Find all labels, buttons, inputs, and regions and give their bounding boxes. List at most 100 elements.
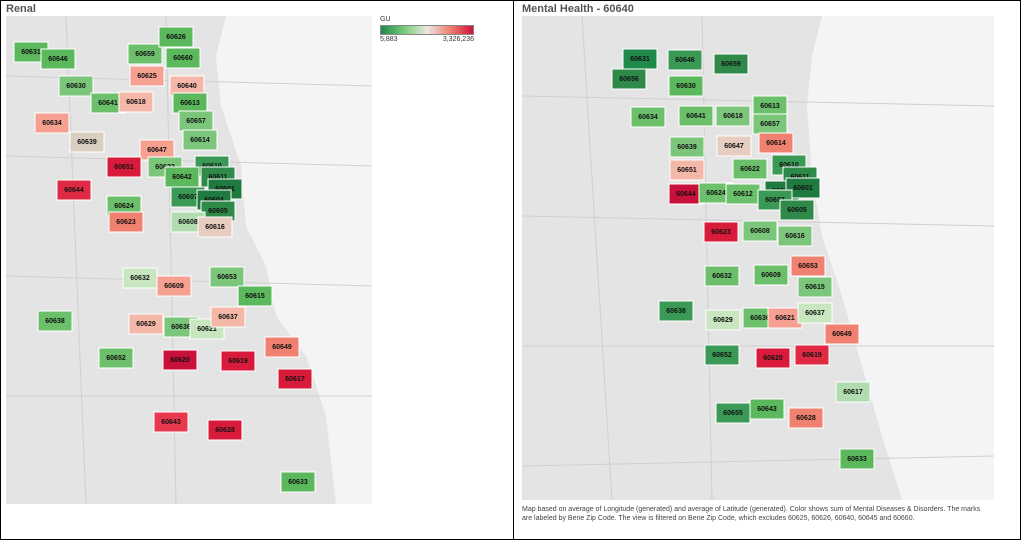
zip-region-60629[interactable]: 60629 [128, 313, 164, 335]
zip-region-60614[interactable]: 60614 [758, 132, 794, 154]
zip-region-60616[interactable]: 60616 [197, 216, 233, 238]
zip-region-60651[interactable]: 60651 [106, 156, 142, 178]
zip-region-60638[interactable]: 60638 [658, 300, 694, 322]
zip-region-60618[interactable]: 60618 [118, 91, 154, 113]
zip-region-60633[interactable]: 60633 [839, 448, 875, 470]
zip-region-60609[interactable]: 60609 [156, 275, 192, 297]
zip-region-60612[interactable]: 60612 [725, 183, 761, 205]
zip-region-60646[interactable]: 60646 [667, 49, 703, 71]
zip-region-60649[interactable]: 60649 [824, 323, 860, 345]
zip-region-60620[interactable]: 60620 [755, 347, 791, 369]
zip-label-60621: 60621 [775, 315, 795, 322]
zip-region-60620[interactable]: 60620 [162, 349, 198, 371]
zip-region-60626[interactable]: 60626 [158, 26, 194, 48]
zip-label-60643: 60643 [757, 406, 777, 413]
zip-region-60657[interactable]: 60657 [178, 110, 214, 132]
zip-region-60608[interactable]: 60608 [742, 220, 778, 242]
zip-region-60646[interactable]: 60646 [40, 48, 76, 70]
zip-label-60617: 60617 [285, 376, 305, 383]
zip-region-60634[interactable]: 60634 [34, 112, 70, 134]
zip-region-60652[interactable]: 60652 [98, 347, 134, 369]
zip-region-60647[interactable]: 60647 [716, 135, 752, 157]
zip-region-60628[interactable]: 60628 [207, 419, 243, 441]
zip-region-60615[interactable]: 60615 [237, 285, 273, 307]
zip-region-60623[interactable]: 60623 [108, 211, 144, 233]
zip-region-60647[interactable]: 60647 [139, 139, 175, 161]
zip-region-60653[interactable]: 60653 [790, 255, 826, 277]
zip-region-60617[interactable]: 60617 [277, 368, 313, 390]
zip-label-60632: 60632 [712, 273, 732, 280]
zip-region-60601[interactable]: 60601 [785, 177, 821, 199]
zip-region-60613[interactable]: 60613 [172, 92, 208, 114]
zip-region-60630[interactable]: 60630 [668, 75, 704, 97]
zip-region-60623[interactable]: 60623 [703, 221, 739, 243]
zip-region-60615[interactable]: 60615 [797, 276, 833, 298]
right-map[interactable]: 60631 60646 60659 60656 60630 60613 60634 60641… [522, 16, 994, 500]
zip-region-60644[interactable]: 60644 [56, 179, 92, 201]
zip-region-60631[interactable]: 60631 [622, 48, 658, 70]
zip-region-60616[interactable]: 60616 [777, 225, 813, 247]
zip-region-60613[interactable]: 60613 [752, 95, 788, 117]
left-map[interactable]: 60631 60646 60659 60626 60660 60630 60625 60640… [6, 16, 372, 504]
zip-region-60619[interactable]: 60619 [794, 344, 830, 366]
zip-fill-60647 [716, 135, 752, 157]
zip-region-60660[interactable]: 60660 [165, 47, 201, 69]
zip-region-60605[interactable]: 60605 [779, 199, 815, 221]
zip-fill-60633 [280, 471, 316, 493]
zip-label-60639: 60639 [677, 144, 697, 151]
zip-fill-60616 [777, 225, 813, 247]
zip-region-60619[interactable]: 60619 [220, 350, 256, 372]
zip-region-60614[interactable]: 60614 [182, 129, 218, 151]
zip-region-60651[interactable]: 60651 [669, 159, 705, 181]
zip-region-60652[interactable]: 60652 [704, 344, 740, 366]
zip-region-60649[interactable]: 60649 [264, 336, 300, 358]
zip-region-60634[interactable]: 60634 [630, 106, 666, 128]
zip-region-60642[interactable]: 60642 [164, 166, 200, 188]
zip-region-60608[interactable]: 60608 [170, 211, 206, 233]
zip-region-60653[interactable]: 60653 [209, 266, 245, 288]
zip-fill-60630 [668, 75, 704, 97]
zip-fill-60652 [98, 347, 134, 369]
zip-region-60632[interactable]: 60632 [122, 267, 158, 289]
zip-region-60621[interactable]: 60621 [767, 307, 803, 329]
zip-label-60634: 60634 [638, 114, 658, 121]
zip-region-60618[interactable]: 60618 [715, 105, 751, 127]
zip-label-60618: 60618 [723, 113, 743, 120]
zip-region-60644[interactable]: 60644 [668, 183, 704, 205]
zip-label-60613: 60613 [760, 103, 780, 110]
zip-region-60622[interactable]: 60622 [732, 158, 768, 180]
zip-region-60643[interactable]: 60643 [153, 411, 189, 433]
zip-label-60607: 60607 [765, 197, 785, 204]
zip-fill-60637 [210, 306, 246, 328]
zip-region-60657[interactable]: 60657 [752, 113, 788, 135]
zip-region-60655[interactable]: 60655 [715, 402, 751, 424]
right-map-canvas: 60631 60646 60659 60656 60630 60613 60634 60641… [522, 16, 994, 500]
zip-region-60639[interactable]: 60639 [669, 136, 705, 158]
zip-label-60601: 60601 [215, 186, 235, 193]
zip-region-60637[interactable]: 60637 [797, 302, 833, 324]
zip-region-60637[interactable]: 60637 [210, 306, 246, 328]
zip-region-60633[interactable]: 60633 [280, 471, 316, 493]
zip-region-60609[interactable]: 60609 [753, 264, 789, 286]
zip-region-60639[interactable]: 60639 [69, 131, 105, 153]
zip-fill-60639 [69, 131, 105, 153]
zip-label-60622: 60622 [740, 166, 760, 173]
zip-region-60656[interactable]: 60656 [611, 68, 647, 90]
zip-region-60641[interactable]: 60641 [678, 105, 714, 127]
zip-label-60615: 60615 [805, 284, 825, 291]
zip-label-60656: 60656 [619, 76, 639, 83]
zip-region-60643[interactable]: 60643 [749, 398, 785, 420]
zip-label-60653: 60653 [217, 274, 237, 281]
zip-fill-60659 [127, 43, 163, 65]
zip-label-60633: 60633 [847, 456, 867, 463]
zip-region-60629[interactable]: 60629 [705, 309, 741, 331]
zip-region-60638[interactable]: 60638 [37, 310, 73, 332]
zip-region-60624[interactable]: 60624 [106, 195, 142, 217]
zip-region-60632[interactable]: 60632 [704, 265, 740, 287]
zip-region-60628[interactable]: 60628 [788, 407, 824, 429]
zip-region-60659[interactable]: 60659 [713, 53, 749, 75]
zip-region-60617[interactable]: 60617 [835, 381, 871, 403]
zip-region-60625[interactable]: 60625 [129, 65, 165, 87]
zip-region-60659[interactable]: 60659 [127, 43, 163, 65]
zip-region-60630[interactable]: 60630 [58, 75, 94, 97]
